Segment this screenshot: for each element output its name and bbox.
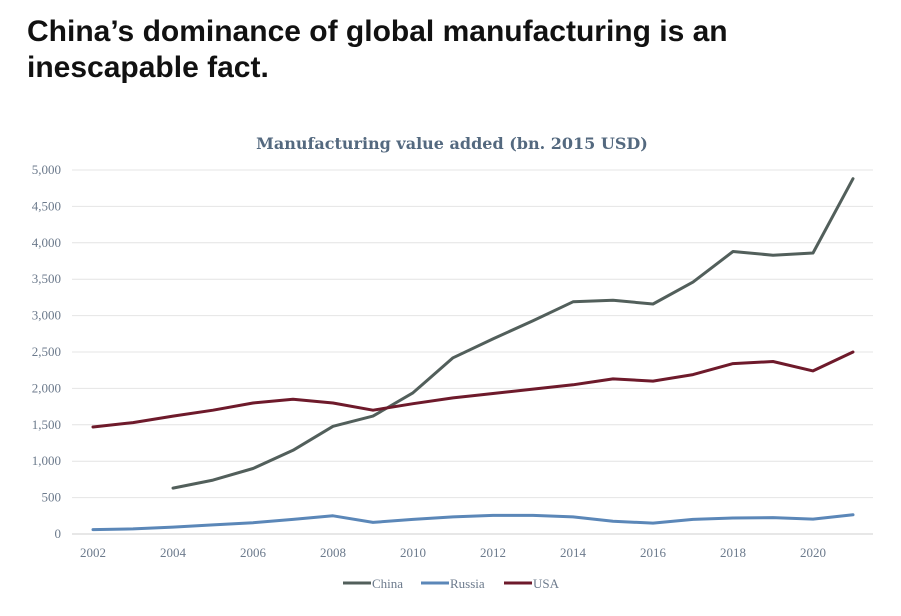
x-tick-label: 2016 [640,545,667,560]
x-tick-label: 2006 [240,545,267,560]
y-tick-label: 5,000 [32,162,61,177]
y-tick-label: 2,000 [32,380,61,395]
legend-item-china: China [343,576,403,591]
y-tick-label: 0 [55,526,62,541]
series-line-usa [91,350,855,429]
y-tick-label: 2,500 [32,344,61,359]
legend-item-russia: Russia [421,576,485,591]
legend: China Russia USA [343,576,560,591]
y-tick-label: 3,000 [32,308,61,323]
headline: China’s dominance of global manufacturin… [27,15,728,84]
x-tick-label: 2004 [160,545,187,560]
y-tick-label: 4,500 [32,198,61,213]
x-tick-label: 2010 [400,545,426,560]
y-tick-label: 1,500 [32,417,61,432]
x-tick-label: 2018 [720,545,746,560]
x-tick-label: 2002 [80,545,106,560]
legend-label: Russia [450,576,485,591]
x-axis: 2002 2004 2006 2008 2010 2012 2014 2016 2018 2020 [80,545,826,560]
y-tick-label: 500 [42,490,62,505]
x-tick-label: 2020 [800,545,826,560]
x-tick-label: 2012 [480,545,506,560]
series-lines [91,177,855,532]
chart-title: Manufacturing value added (bn. 2015 USD) [256,134,648,153]
y-tick-label: 3,500 [32,271,61,286]
series-line-china [171,177,855,490]
x-tick-label: 2014 [560,545,587,560]
series-line-russia [91,513,855,532]
y-axis: 0 500 1,000 1,500 2,000 2,500 3,000 3,500 4,000 4… [32,162,61,541]
legend-item-usa: USA [504,576,560,591]
grid [72,169,873,535]
y-tick-label: 4,000 [32,235,61,250]
legend-label: USA [533,576,560,591]
x-tick-label: 2008 [320,545,346,560]
legend-label: China [372,576,403,591]
y-tick-label: 1,000 [32,453,61,468]
